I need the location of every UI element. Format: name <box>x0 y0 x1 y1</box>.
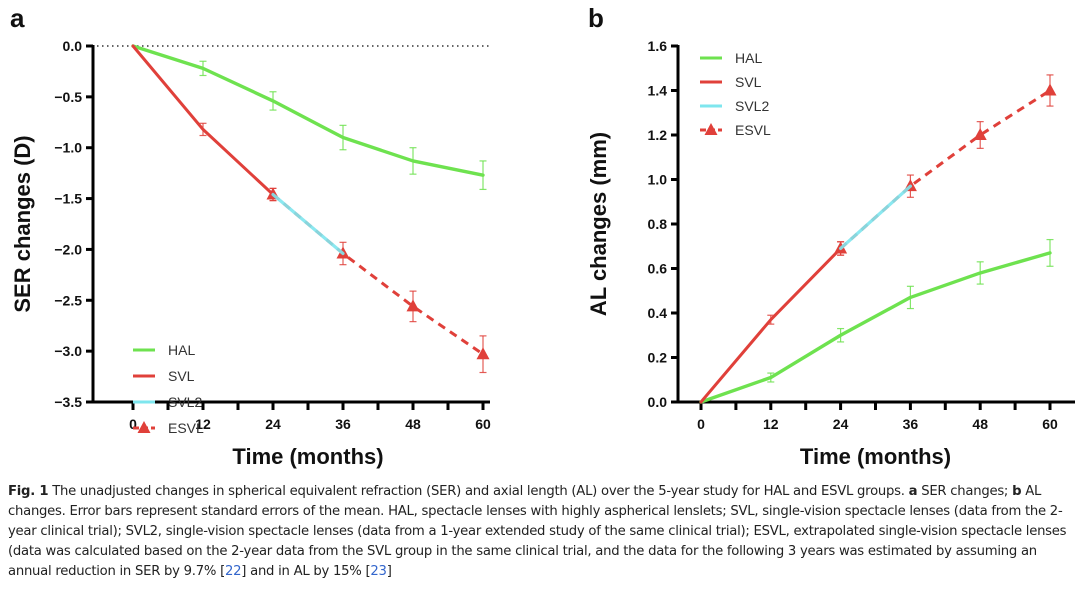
legend: HAL SVL SVL2 ESVL <box>133 342 204 436</box>
y-tick-label: 0.0 <box>648 394 668 410</box>
y-tick-label: −3.0 <box>54 343 82 359</box>
caption-text: SER changes; <box>917 484 1013 499</box>
series-line-esvl <box>839 89 1051 250</box>
legend-item-hal: HAL <box>700 50 762 66</box>
legend-item-esvl: ESVL <box>133 420 204 436</box>
x-tick-label: 36 <box>903 416 919 432</box>
panel-a-label: a <box>10 3 25 33</box>
data-point-esvl <box>1043 83 1057 96</box>
panel-b-label: b <box>588 3 604 33</box>
figure-canvas: a b 0.0 −0.5 −1.0 −1.5 −2.0 −2.5 −3.0 −3.5 0 12 24… <box>10 3 1075 469</box>
x-axis-title: Time (months) <box>232 444 383 469</box>
figure-caption: Fig. 1 The unadjusted changes in spheric… <box>8 482 1076 582</box>
caption-text: ] <box>386 564 392 579</box>
x-tick-label: 48 <box>972 416 988 432</box>
data-point-esvl <box>973 128 987 140</box>
legend-label: ESVL <box>735 122 771 138</box>
y-axis-title: SER changes (D) <box>10 135 35 312</box>
data-point-esvl <box>406 299 420 312</box>
x-tick-label: 60 <box>475 416 491 432</box>
x-tick-label: 0 <box>129 416 137 432</box>
y-tick-label: 0.0 <box>63 38 83 54</box>
legend-label: SVL <box>735 74 762 90</box>
y-tick-label: −2.0 <box>54 241 82 257</box>
x-tick-label: 36 <box>335 416 351 432</box>
x-tick-label: 12 <box>763 416 779 432</box>
series-line-svl2 <box>838 184 913 251</box>
legend-label: SVL2 <box>168 394 202 410</box>
y-tick-label: 0.2 <box>648 350 668 366</box>
caption-b-label: b <box>1012 484 1022 499</box>
caption-fig-label: Fig. 1 <box>8 484 49 499</box>
legend-marker-triangle <box>704 123 718 135</box>
y-tick-label: 1.6 <box>648 38 668 54</box>
legend-item-svl: SVL <box>700 74 762 90</box>
x-tick-label: 24 <box>833 416 849 432</box>
caption-text: The unadjusted changes in spherical equi… <box>48 484 909 499</box>
legend-label: SVL <box>168 368 195 384</box>
legend-label: ESVL <box>168 420 204 436</box>
legend: HAL SVL SVL2 ESVL <box>700 50 771 138</box>
series-line-hal <box>131 44 485 177</box>
caption-text: ] and in AL by 15% [ <box>241 564 371 579</box>
x-tick-label: 0 <box>697 416 705 432</box>
y-tick-label: 1.4 <box>648 83 668 99</box>
y-tick-label: −2.5 <box>54 292 82 308</box>
x-axis-title: Time (months) <box>800 444 951 469</box>
x-tick-label: 48 <box>405 416 421 432</box>
legend-label: HAL <box>168 342 195 358</box>
y-tick-label: −1.0 <box>54 140 82 156</box>
chart-b-al-changes: 0.0 0.2 0.4 0.6 0.8 1.0 1.2 1.4 1.6 0 12 24 36 48 60 Ti… <box>586 38 1075 469</box>
legend-item-svl: SVL <box>133 368 195 384</box>
legend-label: HAL <box>735 50 762 66</box>
y-tick-label: 0.6 <box>648 261 668 277</box>
legend-marker-triangle <box>137 421 151 433</box>
y-axis-title: AL changes (mm) <box>586 132 611 316</box>
y-tick-label: −1.5 <box>54 191 82 207</box>
y-tick-label: 0.8 <box>648 216 668 232</box>
y-tick-label: −3.5 <box>54 394 82 410</box>
legend-item-hal: HAL <box>133 342 195 358</box>
series-line-svl2 <box>271 192 345 256</box>
chart-a-ser-changes: 0.0 −0.5 −1.0 −1.5 −2.0 −2.5 −3.0 −3.5 0 12 24 36 48… <box>10 38 491 469</box>
series-line-hal <box>699 251 1052 404</box>
series-line-esvl <box>272 193 484 356</box>
reference-link-22[interactable]: 22 <box>225 564 242 579</box>
x-tick-label: 24 <box>265 416 281 432</box>
caption-text: AL changes. Error bars represent standar… <box>8 484 1067 579</box>
legend-item-svl2: SVL2 <box>700 98 769 114</box>
legend-label: SVL2 <box>735 98 769 114</box>
y-tick-label: 1.0 <box>648 172 668 188</box>
caption-a-label: a <box>908 484 918 499</box>
y-tick-label: 0.4 <box>648 305 668 321</box>
legend-item-svl2: SVL2 <box>133 394 202 410</box>
y-tick-label: −0.5 <box>54 89 82 105</box>
x-tick-label: 12 <box>195 416 211 432</box>
data-point-esvl <box>476 347 490 360</box>
y-tick-label: 1.2 <box>648 127 668 143</box>
reference-link-23[interactable]: 23 <box>370 564 387 579</box>
legend-item-esvl: ESVL <box>700 122 771 138</box>
x-tick-label: 60 <box>1042 416 1058 432</box>
